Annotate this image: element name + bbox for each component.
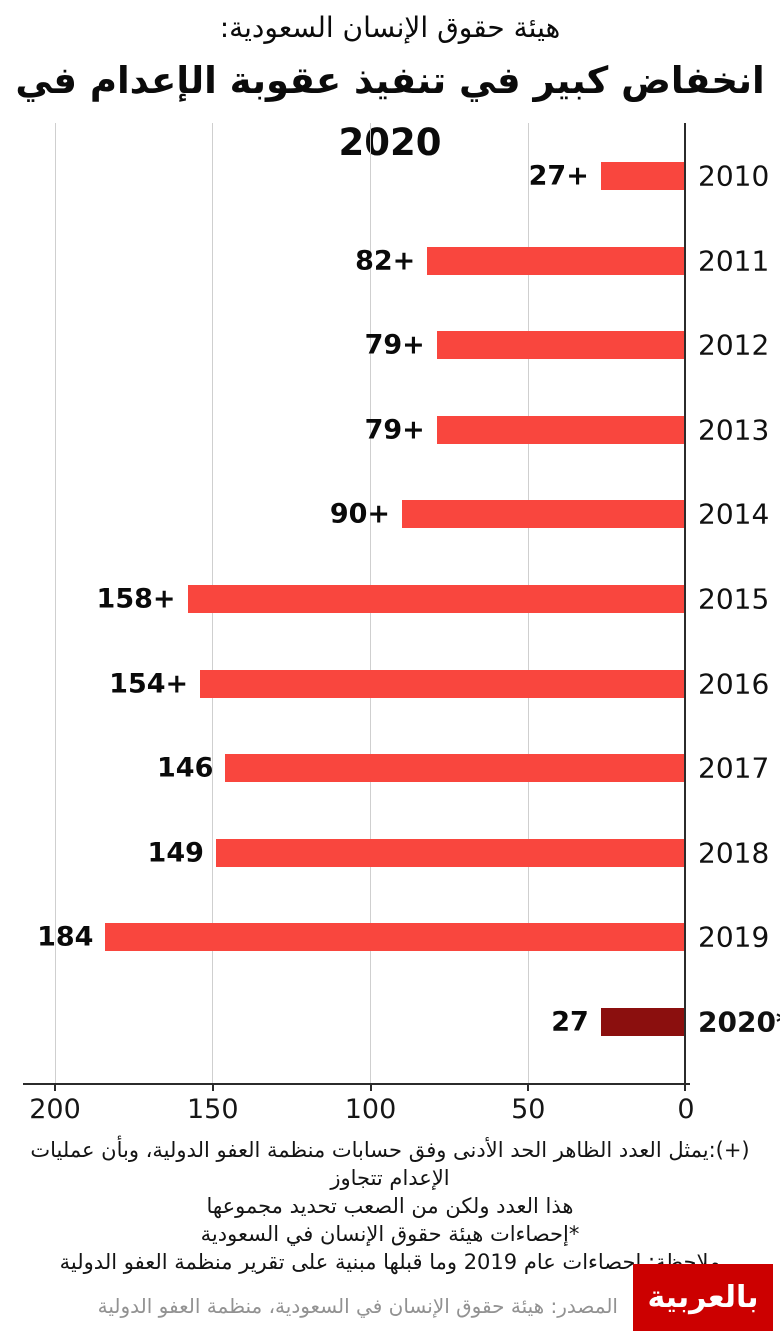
footnotes: (+):يمثل العدد الظاهر الحد الأدنى وفق حس… (0, 1136, 780, 1276)
axis-tick-100 (369, 1084, 372, 1091)
bar-value-2020: 27 (551, 1006, 589, 1038)
bar-2017 (225, 754, 686, 783)
cnn-arabic-logo: بالعربية (633, 1264, 773, 1331)
bar-year-2016: 2016 (698, 667, 770, 701)
bar-year-2013: 2013 (698, 413, 770, 447)
bar-2015 (187, 585, 686, 613)
bar-value-2017: 146 (157, 752, 214, 784)
axis-tick-200 (54, 1084, 56, 1091)
chart-kicker: هيئة حقوق الإنسان السعودية: (219, 11, 561, 44)
bar-year-2010: 2010 (698, 159, 770, 193)
bar-year-2017: 2017 (698, 751, 770, 785)
bar-2013 (436, 415, 686, 444)
bar-2012 (436, 331, 686, 360)
bar-value-2011: 82+ (355, 245, 416, 277)
bar-value-2013: 79+ (364, 414, 425, 446)
axis-tick-label-0: 0 (677, 1094, 695, 1125)
footnote-line: (+):يمثل العدد الظاهر الحد الأدنى وفق حس… (30, 1138, 750, 1190)
bar-value-2019: 184 (37, 921, 94, 953)
chart-title: انخفاض كبير في تنفيذ عقوبة الإعدام في 20… (15, 59, 765, 164)
axis-tick-label-200: 200 (29, 1094, 81, 1125)
footnote-line: هذا العدد ولكن من الصعب تحديد مجموعها (206, 1194, 574, 1218)
bar-year-2018: 2018 (698, 836, 770, 870)
axis-tick-150 (211, 1084, 214, 1091)
axis-tick-50 (527, 1084, 530, 1091)
bar-year-2015: 2015 (698, 582, 770, 616)
bar-value-2016: 154+ (109, 668, 189, 700)
bar-value-2018: 149 (147, 837, 204, 869)
bar-year-2011: 2011 (698, 244, 770, 278)
bar-2014 (402, 500, 686, 529)
bar-value-2010: 27+ (528, 160, 589, 192)
bar-2010 (600, 162, 686, 190)
y-axis-zero-line (684, 123, 686, 1091)
footnote-line: *إحصاءات هيئة حقوق الإنسان في السعودية (200, 1222, 580, 1246)
bar-2011 (427, 246, 686, 275)
bar-year-2020: 2020* (698, 1005, 780, 1039)
bar-2018 (215, 838, 686, 867)
bar-year-2012: 2012 (698, 328, 770, 362)
bar-value-2015: 158+ (96, 583, 176, 615)
bar-value-2014: 90+ (329, 498, 391, 530)
bar-year-2019: 2019 (698, 920, 770, 954)
source-credit: المصدر: هيئة حقوق الإنسان في السعودية، م… (97, 1294, 618, 1318)
bar-2020 (600, 1008, 686, 1036)
bar-value-2012: 79+ (364, 329, 425, 361)
bar-year-2014: 2014 (698, 497, 770, 531)
gridline-200 (54, 123, 56, 1083)
x-axis-baseline (23, 1083, 690, 1085)
axis-tick-label-100: 100 (344, 1094, 397, 1125)
axis-tick-label-50: 50 (511, 1094, 546, 1125)
axis-tick-label-150: 150 (186, 1094, 239, 1125)
cnn-arabic-logo-text: بالعربية (647, 1279, 759, 1315)
bar-2019 (105, 923, 686, 952)
bar-2016 (200, 669, 686, 698)
